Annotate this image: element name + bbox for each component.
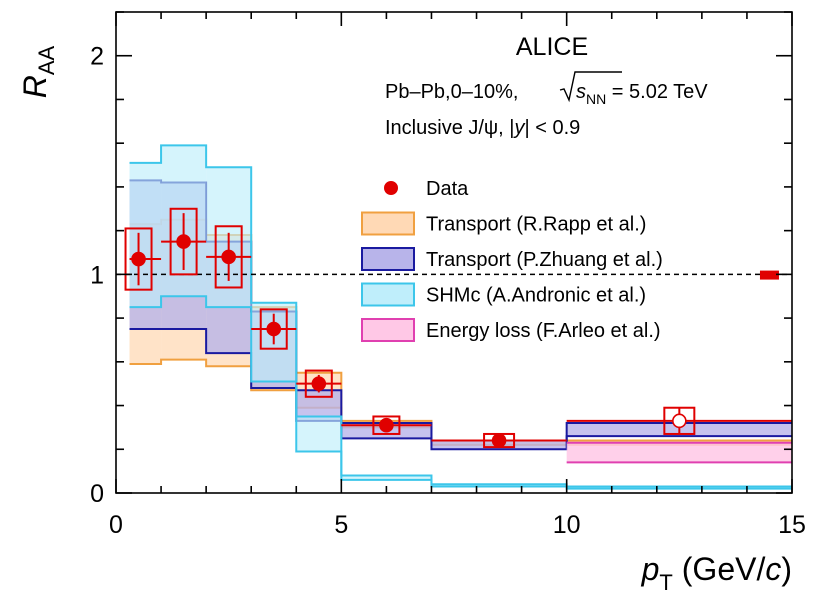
- y-axis-var: R: [17, 75, 53, 98]
- particle-label: Inclusive J/ψ, |y| < 0.9: [385, 117, 580, 139]
- data-marker: [221, 249, 236, 265]
- legend-label: SHMc (A.Andronic et al.): [426, 285, 646, 307]
- sqrt-symbol: [559, 71, 622, 103]
- data-marker: [491, 433, 507, 448]
- y-tick-label: 0: [90, 480, 104, 508]
- y-tick-label: 1: [90, 261, 104, 289]
- legend-label: Energy loss (F.Arleo et al.): [426, 320, 661, 342]
- rapidity-var: y: [513, 117, 526, 139]
- x-axis-subscript: T: [659, 570, 672, 595]
- particle-text: Inclusive J/ψ, |: [385, 117, 515, 139]
- model-band-fill: [431, 484, 567, 487]
- model-band-fill: [129, 162, 162, 308]
- model-band-fill: [296, 416, 342, 452]
- legend-label: Data: [426, 178, 469, 200]
- data-point: [251, 308, 297, 350]
- data-point: [431, 432, 567, 449]
- model-band-3: [566, 441, 792, 464]
- global-uncertainty-box: [759, 270, 779, 280]
- y-tick-label: 2: [90, 43, 104, 71]
- legend-entry: SHMc (A.Andronic et al.): [361, 282, 646, 307]
- data-point: [341, 415, 432, 435]
- data-point: [296, 369, 342, 398]
- sqrt-s-var: s: [576, 81, 586, 103]
- x-tick-label: 5: [334, 511, 348, 539]
- legend-entry: Transport (P.Zhuang et al.): [361, 247, 663, 271]
- energy-value: = 5.02 TeV: [606, 81, 708, 103]
- x-axis-var: p: [641, 551, 660, 587]
- experiment-label: ALICE: [516, 33, 588, 61]
- system-prefix: Pb–Pb,0–10%,: [385, 81, 518, 103]
- plot-frame: [115, 11, 793, 494]
- data-point: [206, 225, 252, 289]
- sqrt-s-subscript: NN: [586, 91, 606, 107]
- data-marker: [311, 376, 327, 391]
- data-points: [124, 207, 792, 449]
- data-marker: [176, 234, 191, 249]
- model-band-fill: [341, 475, 432, 480]
- legend-label: Transport (P.Zhuang et al.): [426, 249, 663, 271]
- x-axis-title: pT (GeV/c): [641, 551, 792, 595]
- legend-entry: Data: [384, 178, 469, 200]
- x-axis-unit-open: (GeV/: [673, 551, 766, 587]
- y-axis-title: RAA: [17, 45, 59, 98]
- data-point: [161, 207, 207, 276]
- model-band-fill: [566, 442, 792, 463]
- x-tick-label: 15: [778, 511, 806, 539]
- rapidity-cut: | < 0.9: [525, 117, 581, 139]
- data-marker: [266, 321, 282, 337]
- model-bands: [129, 144, 792, 490]
- y-axis-subscript: AA: [34, 45, 59, 75]
- x-tick-label: 0: [109, 511, 123, 539]
- data-marker: [379, 417, 394, 433]
- legend-entry: Energy loss (F.Arleo et al.): [361, 318, 661, 342]
- legend-swatch: [361, 247, 415, 271]
- x-axis-unit-close: ): [781, 551, 792, 587]
- legend: Data Transport (R.Rapp et al.) Transport (…: [361, 178, 663, 342]
- collision-system-label: Pb–Pb,0–10%,: [385, 81, 518, 103]
- model-band-edge-high: [129, 144, 792, 488]
- energy-label: sNN = 5.02 TeV: [576, 81, 708, 107]
- legend-marker: [384, 181, 398, 195]
- model-band-fill: [566, 486, 792, 489]
- legend-label: Transport (R.Rapp et al.): [426, 214, 646, 236]
- model-band-2: [129, 144, 792, 490]
- x-axis-unit-var: c: [765, 551, 781, 587]
- legend-swatch: [361, 282, 415, 307]
- x-tick-label: 10: [553, 511, 581, 539]
- data-marker: [131, 251, 146, 267]
- data-point: [124, 227, 162, 291]
- legend-entry: Transport (R.Rapp et al.): [361, 211, 646, 236]
- axes: 0 5 10 15 0 1 2: [90, 11, 806, 539]
- legend-swatch: [361, 211, 415, 236]
- legend-swatch: [361, 318, 415, 342]
- data-marker: [672, 413, 687, 429]
- data-point: [566, 406, 792, 435]
